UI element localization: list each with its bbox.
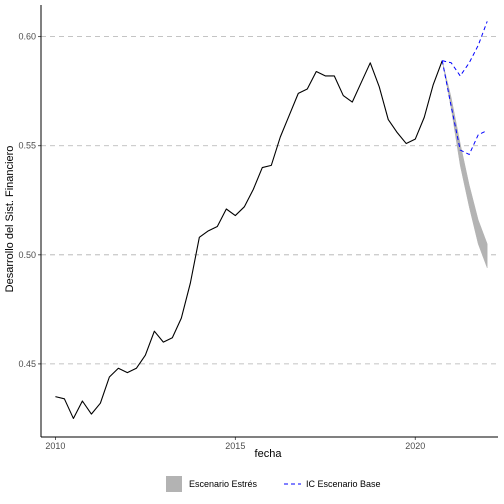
stress-scenario-band	[441, 60, 488, 268]
plot-marks	[55, 21, 488, 420]
x-tick-label: 2015	[225, 441, 245, 451]
legend-label-escenario-estres: Escenario Estrés	[189, 479, 258, 489]
x-tick-label: 2020	[405, 441, 425, 451]
historical-series-line	[55, 60, 443, 420]
y-tick-label: 0.55	[18, 141, 36, 151]
y-tick-label: 0.50	[18, 250, 36, 260]
x-axis-title: fecha	[255, 448, 283, 460]
legend: Escenario Estrés IC Escenario Base	[166, 476, 381, 492]
legend-swatch-escenario-estres	[166, 476, 182, 492]
y-axis-title: Desarrollo del Sist. Financiero	[4, 146, 16, 293]
y-tick-label: 0.45	[18, 359, 36, 369]
gridlines	[41, 36, 498, 365]
ic-base-upper-line	[442, 21, 488, 77]
legend-label-ic-escenario-base: IC Escenario Base	[306, 479, 381, 489]
axes	[38, 5, 498, 440]
tick-labels: 0.45 0.50 0.55 0.60 2010 2015 2020	[18, 32, 425, 451]
ic-base-lower-line	[441, 60, 488, 156]
x-tick-label: 2010	[45, 441, 65, 451]
y-tick-label: 0.60	[18, 32, 36, 42]
